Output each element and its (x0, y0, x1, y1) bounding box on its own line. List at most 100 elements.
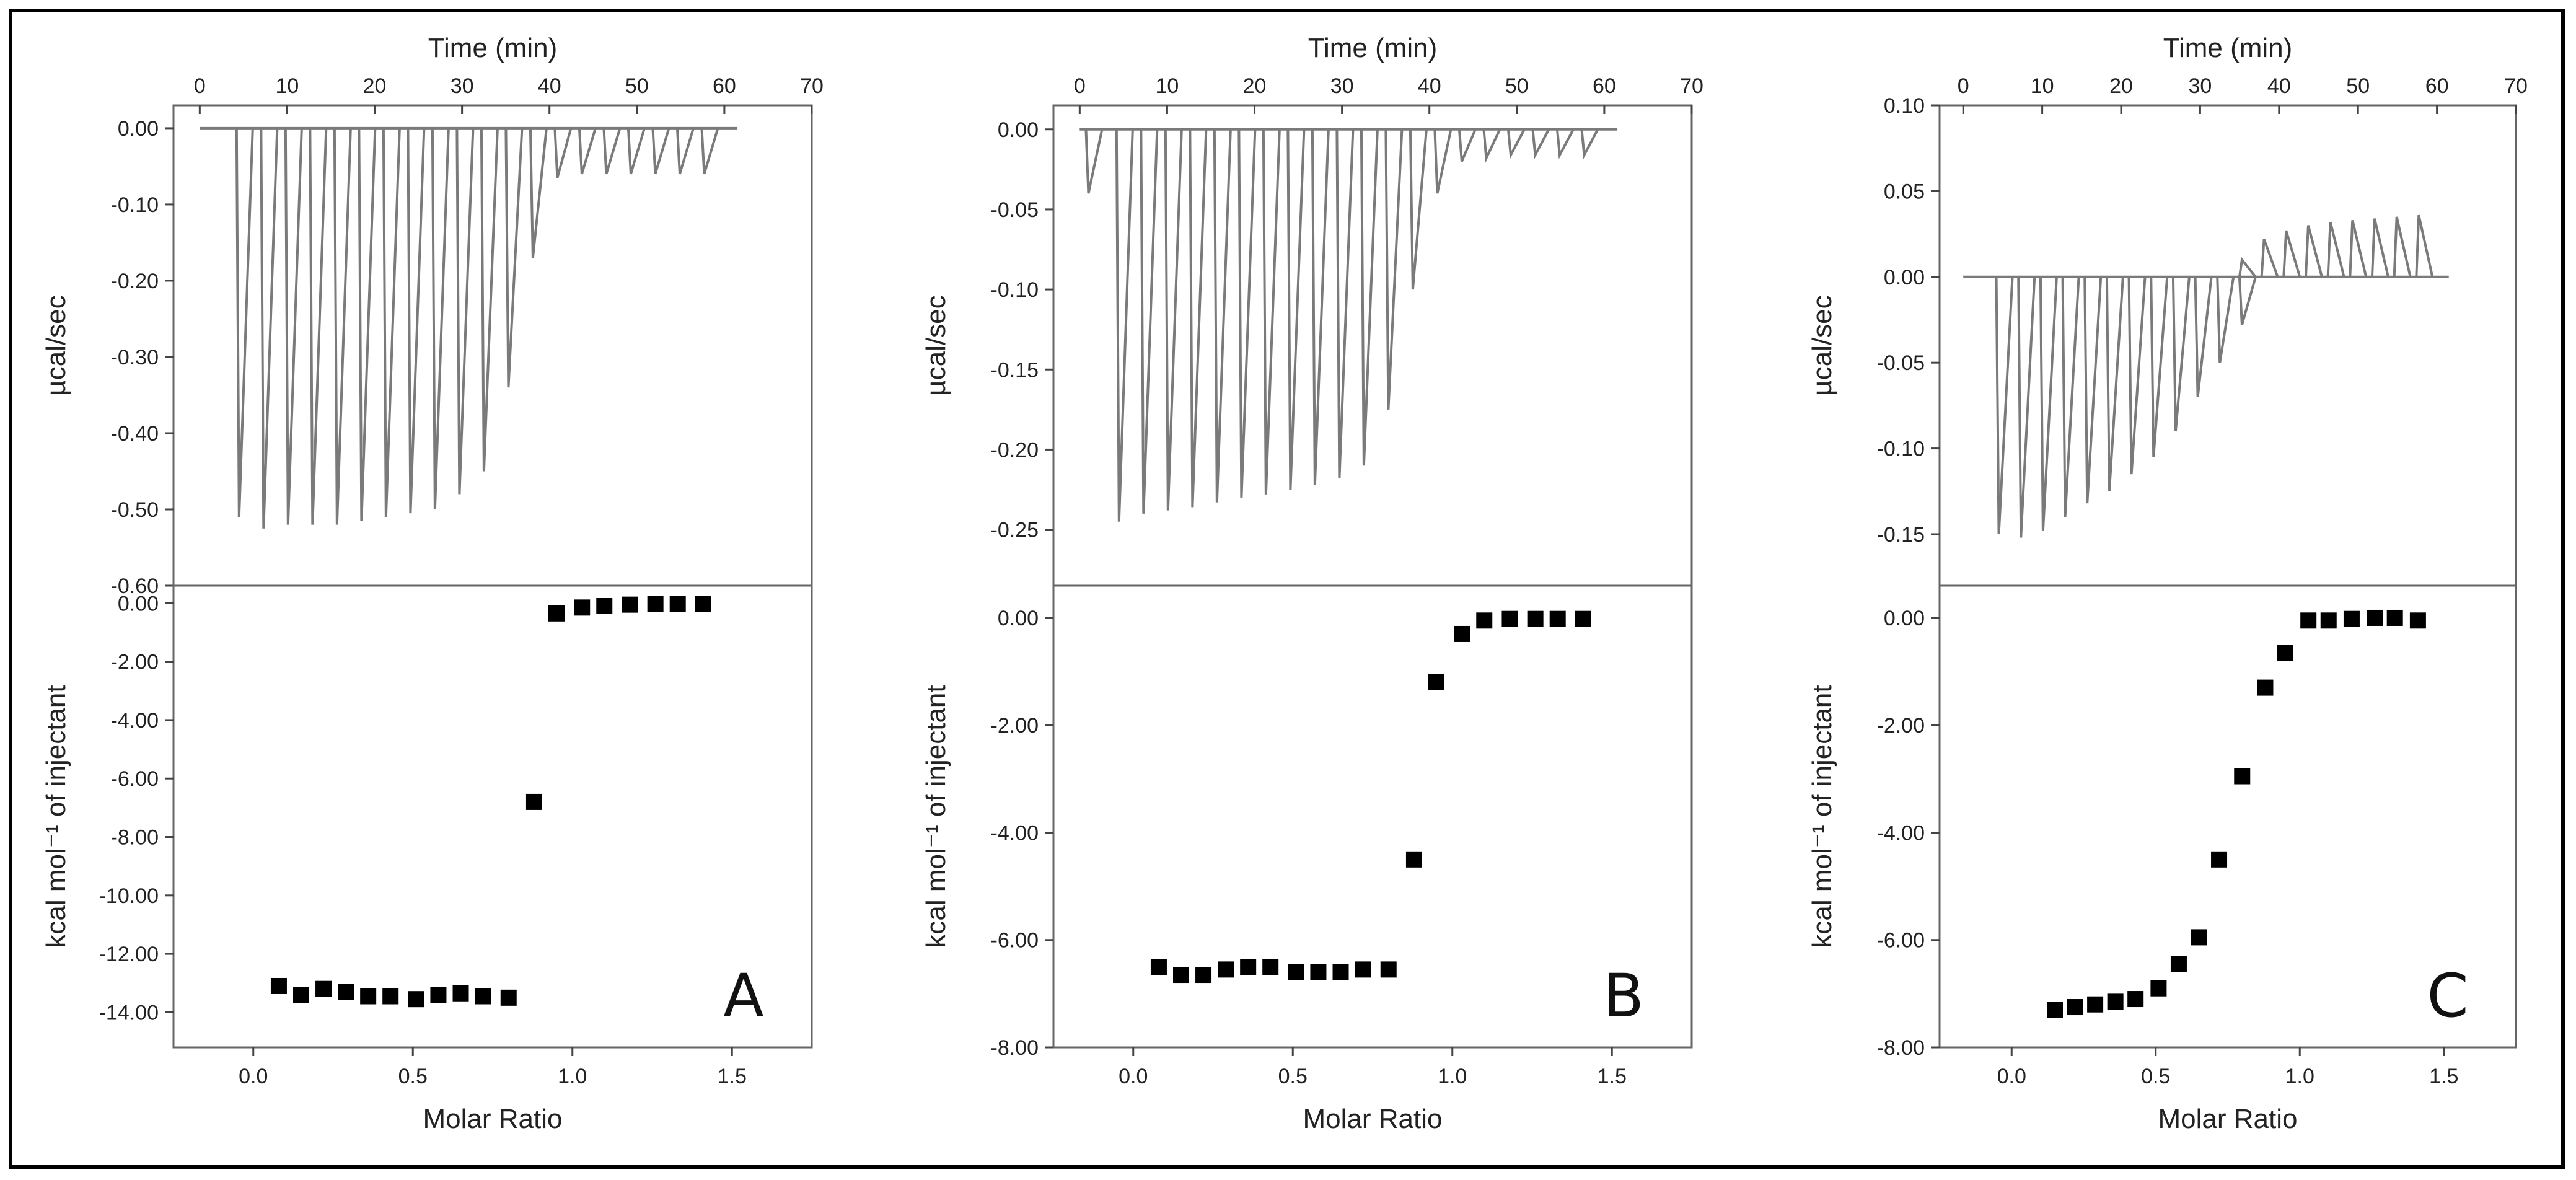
enthalpy-tick-label: -14.00 (99, 1001, 159, 1024)
ratio-tick-label: 1.0 (2285, 1065, 2314, 1088)
ratio-tick-label: 0.5 (1278, 1065, 1308, 1088)
isotherm-point (622, 596, 638, 613)
isotherm-point (1195, 967, 1212, 984)
isotherm-point (2107, 993, 2124, 1010)
enthalpy-tick-label: -8.00 (111, 826, 159, 850)
time-tick-label: 70 (800, 74, 824, 98)
injection-peak (284, 128, 303, 525)
power-tick-label: -0.20 (111, 270, 159, 293)
injection-peak (700, 128, 719, 175)
time-tick-label: 50 (1505, 74, 1529, 98)
isotherm-point (2386, 609, 2403, 626)
ratio-tick-label: 0.0 (1119, 1065, 1148, 1088)
injection-peak (358, 128, 377, 521)
injection-peak-up (2370, 218, 2389, 278)
injection-peak (1140, 129, 1159, 514)
time-axis-label: Time (min) (1308, 33, 1438, 63)
injection-peak-up (2260, 239, 2279, 278)
ratio-tick-label: 1.5 (718, 1065, 747, 1088)
power-tick-label: -0.60 (111, 575, 159, 598)
isotherm-point (2409, 612, 2426, 629)
power-tick-label: -0.25 (991, 519, 1039, 542)
time-tick-label: 40 (538, 74, 561, 98)
ratio-tick-label: 0.5 (2141, 1065, 2170, 1088)
ratio-tick-label: 0.0 (1997, 1065, 2026, 1088)
isotherm-point (1476, 612, 1493, 629)
injection-peak (1335, 129, 1355, 478)
isotherm-point (1310, 964, 1327, 980)
enthalpy-tick-label: -8.00 (1877, 1036, 1925, 1060)
time-tick-label: 30 (2188, 74, 2212, 98)
injection-peak-up (2282, 230, 2301, 278)
isotherm-point (1332, 964, 1349, 980)
isotherm-point (338, 984, 354, 1000)
injection-peak (333, 128, 352, 525)
injection-peak-up (2326, 221, 2345, 278)
panel-a: 0 10 20 30 40 50 60 70 Time (min) 0.00 -0.10 -0.20 -… (41, 33, 824, 1134)
injection-peak (626, 128, 646, 175)
injection-peak (1189, 129, 1208, 508)
isotherm-point (1262, 959, 1279, 975)
isotherm-point (647, 596, 664, 612)
power-tick-label: -0.10 (991, 278, 1039, 302)
injection-peak (1384, 129, 1404, 410)
injection-peak (2194, 276, 2213, 397)
isotherm-point (1501, 610, 1518, 627)
power-axis-label: µcal/sec (921, 295, 951, 395)
injection-peak (1360, 129, 1379, 466)
injection-peak (1311, 129, 1330, 485)
enthalpy-tick-label: -2.00 (991, 714, 1039, 738)
ratio-axis-label: Molar Ratio (2158, 1104, 2298, 1134)
injection-peak (382, 128, 401, 517)
injection-peak (260, 128, 279, 529)
time-tick-label: 70 (2504, 74, 2528, 98)
ratio-tick-label: 0.0 (239, 1065, 268, 1088)
enthalpy-axis-label: kcal mol⁻¹ of injectant (921, 685, 951, 948)
enthalpy-tick-label: -6.00 (1877, 929, 1925, 953)
injection-peak (2083, 276, 2103, 504)
isotherm-point (315, 980, 332, 997)
time-tick-label: 50 (625, 74, 649, 98)
injection-peak (2150, 276, 2169, 457)
panel-b: 0 10 20 30 40 50 60 70 Time (min) 0.00 -0.05 -0.10 -… (921, 33, 1703, 1134)
enthalpy-axis-label: kcal mol⁻¹ of injectant (1807, 685, 1837, 948)
isotherm-point (2211, 851, 2228, 868)
enthalpy-tick-label: -6.00 (991, 929, 1039, 953)
panel-letter: A (723, 961, 764, 1031)
isotherm-point (669, 596, 686, 612)
enthalpy-tick-label: -2.00 (111, 651, 159, 674)
bottom-plot-frame (1052, 584, 1693, 1049)
injection-peak (1995, 276, 2014, 535)
injection-peak (1262, 129, 1281, 495)
time-tick-label: 40 (2267, 74, 2291, 98)
isotherm-point (475, 988, 491, 1005)
enthalpy-tick-label: -6.00 (111, 767, 159, 791)
time-tick-label: 10 (2031, 74, 2054, 98)
isotherm-point (1549, 610, 1566, 627)
enthalpy-tick-label: -4.00 (991, 821, 1039, 845)
isotherm-point (2067, 999, 2083, 1016)
isotherm-point (1527, 610, 1544, 627)
isotherm-point (1150, 959, 1167, 975)
injection-peak (235, 128, 254, 517)
power-tick-label: -0.05 (1877, 351, 1925, 375)
injection-peak (1213, 129, 1232, 503)
injection-peak (2017, 276, 2036, 538)
injection-peak (2039, 276, 2058, 531)
injection-peak (2171, 276, 2191, 432)
isotherm-point (2300, 612, 2317, 629)
bottom-plot-frame (172, 584, 813, 1049)
isotherm-point (574, 599, 591, 616)
power-tick-label: -0.40 (111, 422, 159, 446)
time-tick-label: 10 (276, 74, 299, 98)
time-tick-label: 0 (1074, 74, 1086, 98)
time-axis-label: Time (min) (428, 33, 558, 63)
injection-peak (1555, 128, 1575, 159)
injection-peak (1115, 129, 1134, 522)
isotherm-point (2343, 610, 2360, 627)
injection-peak (2238, 276, 2257, 325)
time-tick-label: 70 (1680, 74, 1703, 98)
panel-c: 0 10 20 30 40 50 60 70 Time (min) 0.10 0.05 0.00 -0.… (1807, 33, 2528, 1134)
isotherm-point (2320, 612, 2337, 629)
isotherm-point (596, 598, 613, 615)
